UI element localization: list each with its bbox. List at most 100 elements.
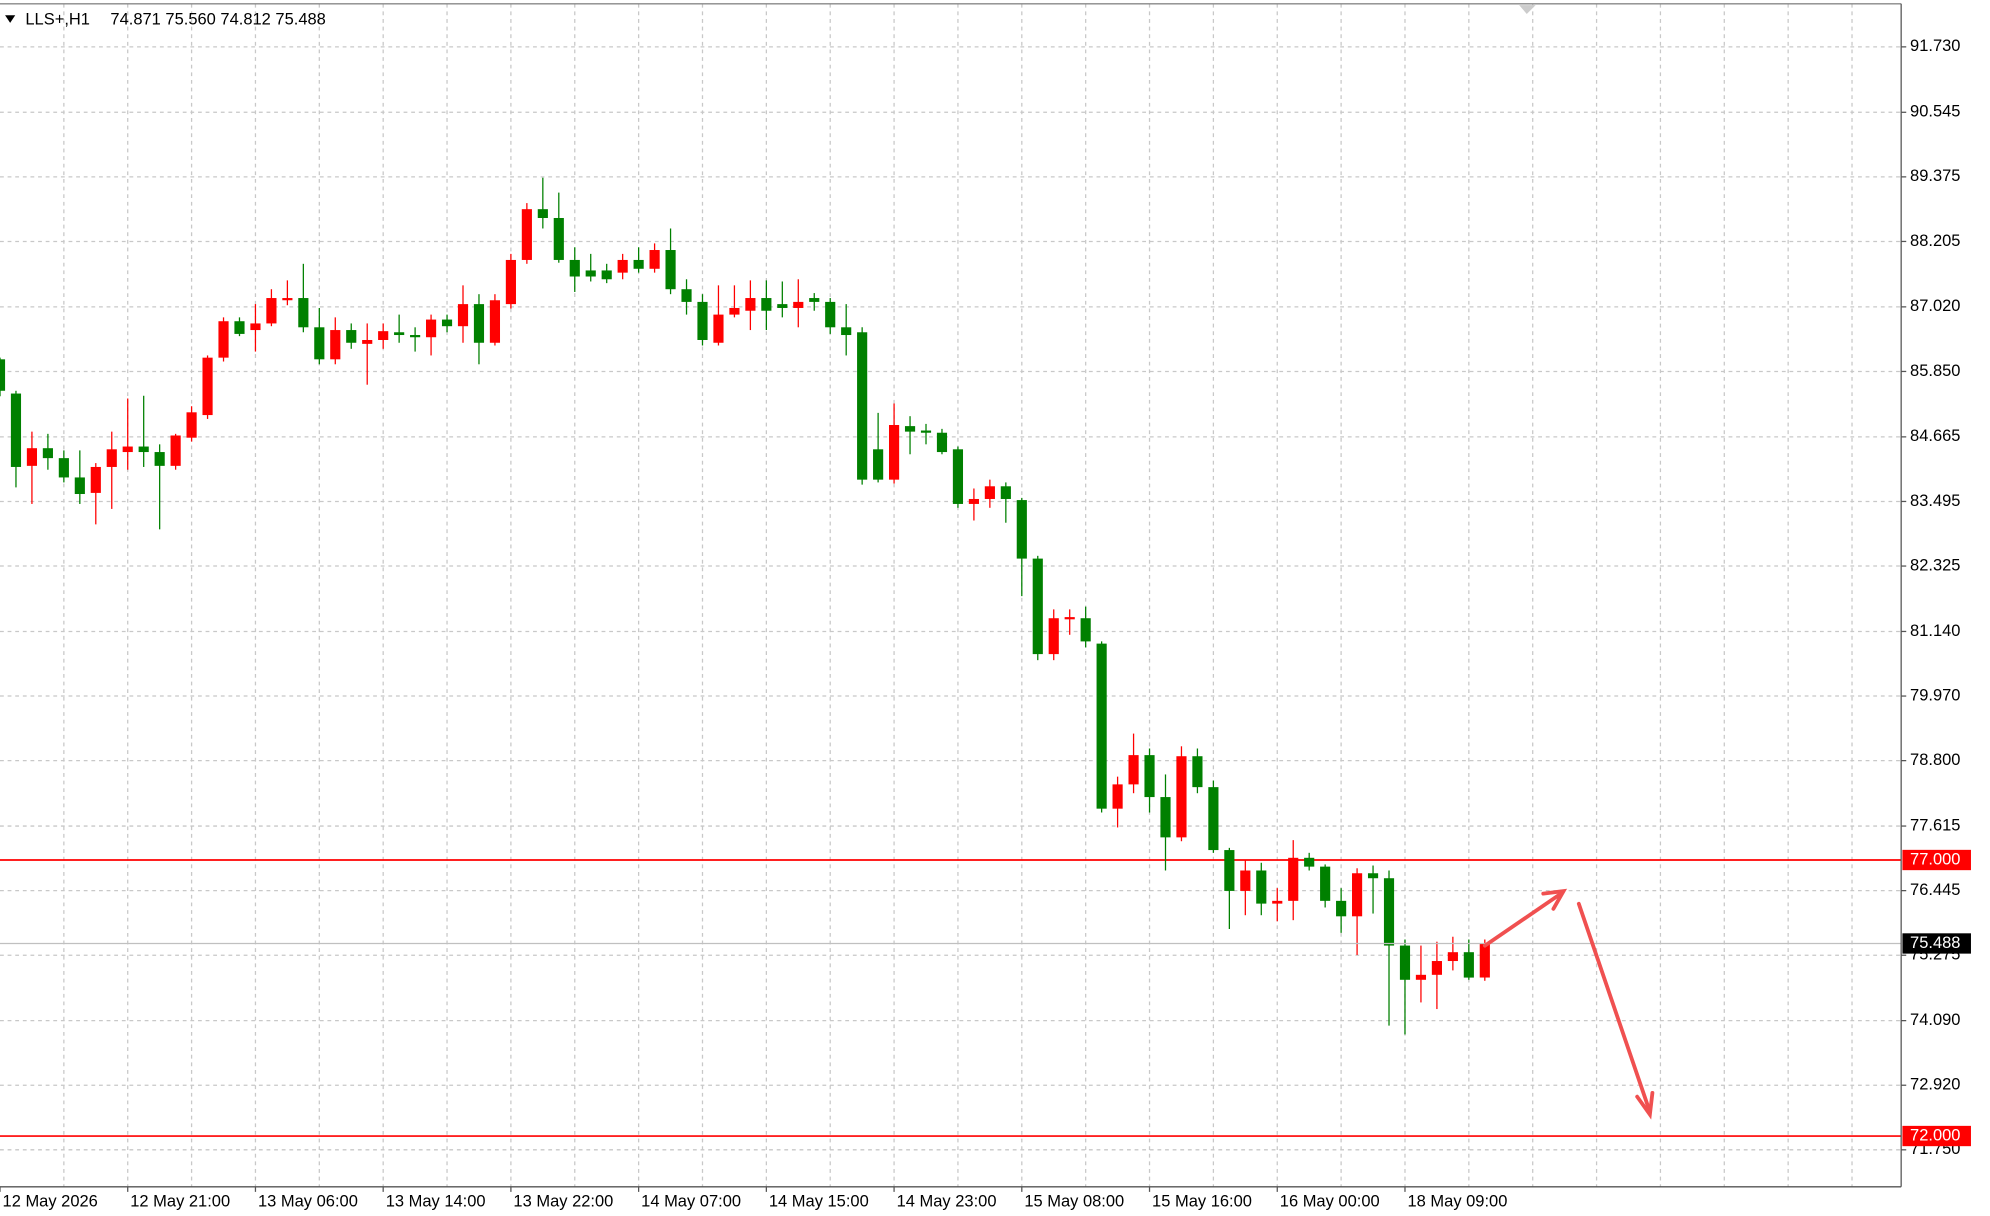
candle-body: [553, 217, 564, 260]
candle-body: [138, 446, 149, 453]
candle-body: [154, 452, 165, 466]
y-tick-label: 77.615: [1910, 816, 1960, 834]
y-tick-label: 84.665: [1910, 427, 1960, 445]
candle-body: [1304, 857, 1315, 867]
candle-body: [952, 449, 964, 504]
x-tick-label: 13 May 06:00: [258, 1192, 358, 1210]
candle-body: [425, 319, 437, 338]
y-tick-label: 79.970: [1910, 686, 1960, 704]
candle-body: [793, 301, 804, 308]
x-tick-label: 14 May 07:00: [641, 1192, 741, 1210]
candle-body: [665, 250, 676, 290]
candle-body: [585, 270, 596, 277]
candle-body: [1032, 558, 1043, 655]
arrow-down-head: [1635, 1090, 1655, 1120]
arrows: [1482, 888, 1655, 1120]
header-arrow: [5, 15, 16, 23]
candle-body: [920, 430, 932, 433]
candle-body: [282, 298, 293, 301]
arrow-up-head: [1541, 888, 1568, 911]
candle-body: [904, 426, 916, 432]
x-tick-label: 12 May 2026: [3, 1192, 98, 1210]
y-tick-label: 76.445: [1910, 881, 1960, 899]
candle-body: [170, 435, 181, 466]
candle-body: [857, 332, 868, 480]
candle-body: [1000, 486, 1011, 499]
candle-body: [362, 339, 373, 344]
last-price-label: 75.488: [1910, 934, 1960, 952]
candle-body: [617, 259, 628, 273]
candle-body: [58, 458, 69, 478]
candle-body: [330, 330, 341, 360]
candle-body: [394, 332, 405, 336]
candle-body: [489, 300, 501, 343]
y-tick-label: 90.545: [1910, 103, 1960, 121]
candle-body: [1415, 974, 1427, 980]
candle-body: [1383, 878, 1395, 946]
candle-body: [1431, 961, 1442, 975]
symbol-title: LLS+,H1: [25, 11, 90, 29]
candle-body: [809, 298, 820, 302]
x-tick-label: 15 May 08:00: [1024, 1192, 1124, 1210]
candle-body: [697, 301, 708, 340]
x-tick-label: 16 May 00:00: [1280, 1192, 1380, 1210]
candle-body: [1256, 870, 1267, 904]
candle-body: [1447, 952, 1458, 962]
candle-body: [777, 304, 788, 308]
candle-body: [841, 327, 852, 336]
y-tick-label: 81.140: [1910, 622, 1960, 640]
last-price-box: [1902, 933, 1971, 954]
y-tick-label: 78.800: [1910, 751, 1960, 769]
level-label-box: [1902, 849, 1971, 871]
candle-body: [825, 301, 836, 328]
y-tick-label: 91.730: [1910, 37, 1960, 55]
x-tick-label: 15 May 16:00: [1152, 1192, 1252, 1210]
candle-body: [601, 270, 612, 280]
candle-body: [1288, 857, 1299, 901]
x-tick-label: 12 May 21:00: [130, 1192, 230, 1210]
candle-body: [713, 314, 724, 343]
candle-body: [1463, 952, 1474, 978]
ohlc-header: 74.871 75.560 74.812 75.488: [110, 11, 325, 29]
y-tick-label: 88.205: [1910, 232, 1960, 250]
shift-marker: [1519, 5, 1536, 14]
candle-body: [1112, 784, 1123, 809]
candle-body: [26, 448, 38, 466]
candle-body: [441, 319, 453, 327]
candle-body: [873, 449, 884, 480]
candle-body: [505, 259, 516, 305]
x-tick-label: 18 May 09:00: [1408, 1192, 1508, 1210]
candle-body: [936, 432, 948, 453]
candle-body: [314, 327, 325, 360]
candle-body: [729, 307, 740, 315]
candle-body: [378, 331, 389, 340]
y-tick-label: 89.375: [1910, 167, 1960, 185]
candle-body: [569, 259, 580, 277]
candle-body: [1320, 866, 1331, 901]
candle-body: [42, 448, 53, 459]
candle-body: [473, 304, 485, 343]
candle-body: [984, 486, 995, 499]
candle-body: [410, 335, 421, 338]
candle-body: [1096, 643, 1107, 809]
grid: [0, 3, 1902, 1187]
y-tick-label: 72.920: [1910, 1076, 1960, 1094]
candle-body: [234, 321, 245, 334]
y-tick-label: 83.495: [1910, 492, 1960, 510]
level-label-box: [1902, 1125, 1971, 1147]
candle-body: [761, 298, 772, 311]
candle-body: [186, 412, 197, 438]
candle-body: [457, 304, 469, 327]
candle-body: [1272, 900, 1283, 904]
candle-body: [1208, 787, 1219, 851]
candle-body: [1224, 850, 1235, 891]
candle-body: [90, 466, 101, 493]
candle-body: [633, 259, 644, 269]
arrow-down: [1576, 901, 1652, 1114]
candle-body: [298, 298, 309, 328]
candle-body: [681, 289, 692, 302]
level-label: 77.000: [1910, 850, 1960, 868]
